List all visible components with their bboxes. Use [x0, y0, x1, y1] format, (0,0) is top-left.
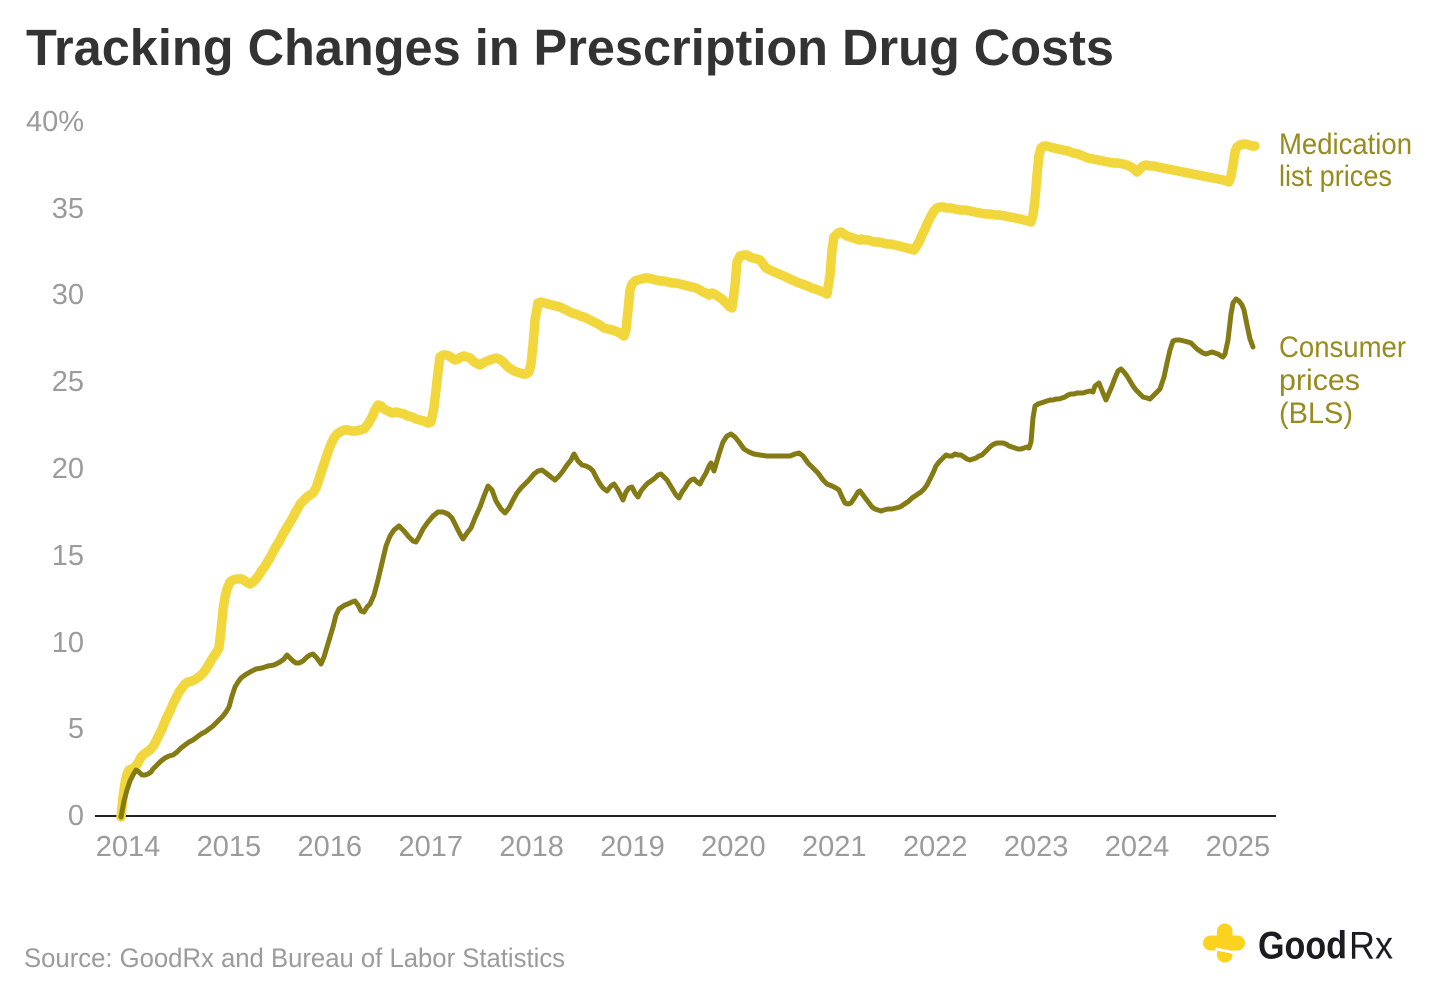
svg-text:10: 10	[52, 627, 84, 659]
svg-text:Good: Good	[1258, 925, 1347, 968]
svg-text:list prices: list prices	[1279, 160, 1392, 193]
svg-text:Source: GoodRx and Bureau of L: Source: GoodRx and Bureau of Labor Stati…	[24, 943, 565, 973]
svg-text:15: 15	[52, 540, 84, 572]
svg-text:Medication: Medication	[1279, 128, 1412, 161]
svg-text:Consumer: Consumer	[1279, 331, 1406, 364]
svg-text:prices: prices	[1279, 364, 1360, 397]
svg-text:35: 35	[52, 193, 84, 225]
svg-text:5: 5	[68, 713, 84, 745]
svg-text:2014: 2014	[96, 831, 161, 863]
svg-text:Rx: Rx	[1349, 925, 1393, 968]
svg-text:2023: 2023	[1004, 831, 1069, 863]
svg-text:2021: 2021	[802, 831, 867, 863]
svg-text:2024: 2024	[1105, 831, 1170, 863]
svg-text:2020: 2020	[701, 831, 766, 863]
svg-text:2019: 2019	[600, 831, 665, 863]
svg-text:Tracking Changes in Prescripti: Tracking Changes in Prescription Drug Co…	[26, 19, 1114, 76]
svg-text:30: 30	[52, 279, 84, 311]
svg-text:2017: 2017	[398, 831, 463, 863]
svg-text:2018: 2018	[499, 831, 564, 863]
svg-text:2022: 2022	[903, 831, 968, 863]
svg-text:20: 20	[52, 453, 84, 485]
svg-text:0: 0	[68, 800, 84, 832]
svg-text:2016: 2016	[298, 831, 363, 863]
svg-text:2015: 2015	[197, 831, 262, 863]
svg-text:2025: 2025	[1206, 831, 1271, 863]
svg-text:40%: 40%	[26, 106, 84, 138]
svg-text:25: 25	[52, 366, 84, 398]
svg-text:(BLS): (BLS)	[1279, 397, 1353, 430]
